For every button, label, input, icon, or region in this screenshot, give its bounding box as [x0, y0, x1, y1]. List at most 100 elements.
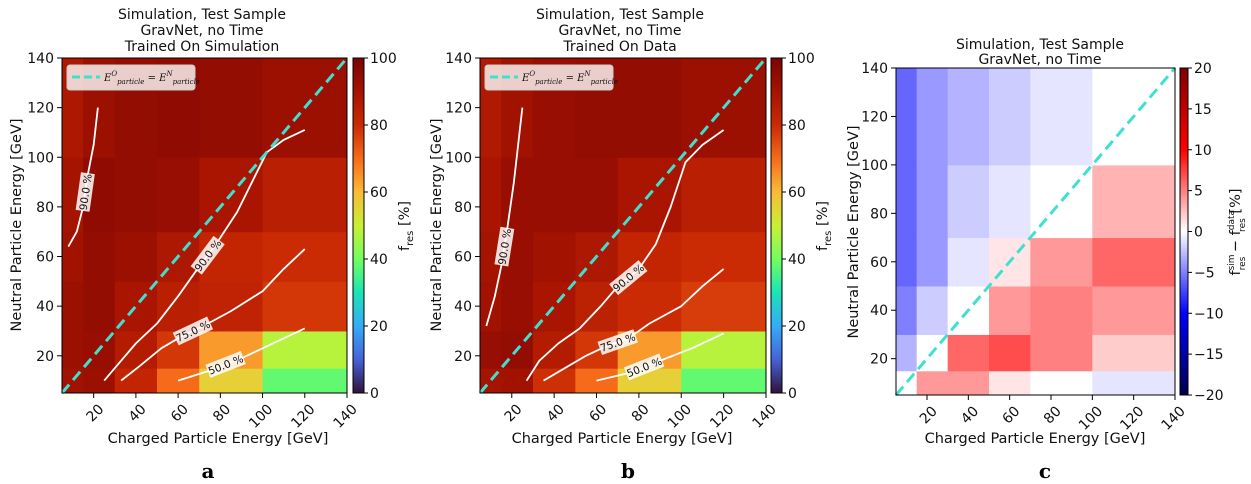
heatmap-cell — [1030, 334, 1093, 372]
y-tick-label: 20 — [454, 349, 472, 365]
diagonal-line — [60, 57, 349, 394]
heatmap-cell — [62, 281, 84, 332]
heatmap-cell — [896, 237, 918, 287]
colorbar-tick-label: 100 — [370, 51, 397, 67]
heatmap-cell — [947, 164, 990, 239]
heatmap-cell — [916, 286, 949, 335]
heatmap-cell — [199, 58, 264, 158]
svg-text:90.0 %: 90.0 % — [78, 173, 95, 211]
colorbar-tick-label: 15 — [1194, 102, 1212, 118]
y-tick-label: 120 — [861, 109, 888, 125]
heatmap-cell — [532, 231, 576, 282]
x-tick-label: 60 — [1000, 403, 1024, 427]
x-tick-label: 40 — [544, 401, 568, 425]
heatmap-cell — [1030, 68, 1093, 166]
heatmap-cell — [480, 330, 502, 369]
x-tick-label: 80 — [629, 401, 653, 425]
panel-a-colorbar-ticks: 0 20 40 60 80 100 — [364, 51, 397, 402]
heatmap-cell — [532, 368, 576, 394]
heatmap-cell — [681, 368, 767, 394]
y-tick-label: 120 — [445, 101, 472, 117]
heatmap-cell — [1092, 237, 1176, 287]
colorbar-tick-label: 60 — [370, 185, 388, 201]
heatmap-cell — [114, 157, 158, 233]
x-tick-label: 80 — [210, 401, 234, 425]
x-tick-label: 140 — [750, 401, 780, 431]
diagonal-line — [894, 67, 1177, 396]
y-tick-label: 40 — [36, 299, 54, 315]
panel-c-title-line2: GravNet, no Time — [978, 52, 1101, 68]
x-tick-label: 140 — [1159, 403, 1189, 433]
x-tick-label: 100 — [665, 401, 695, 431]
heatmap-cell — [157, 157, 200, 233]
y-tick-label: 60 — [36, 250, 54, 266]
contour-label: 90.0 % — [494, 226, 515, 267]
x-tick-label: 60 — [168, 401, 192, 425]
heatmap-cell — [947, 237, 990, 287]
colorbar-tick-label: 10 — [1194, 143, 1212, 159]
heatmap-cell — [83, 368, 116, 394]
y-tick-label: 80 — [870, 206, 888, 222]
panel-b-xlabel: Charged Particle Energy [GeV] — [512, 431, 733, 447]
colorbar-tick-label: 20 — [1194, 61, 1212, 77]
panel-c-colorbar-ticks: −20 −15 −10 −5 0 5 10 15 20 — [1188, 61, 1224, 404]
heatmap-cell — [83, 281, 116, 332]
panel-c-plot-area: 20 40 60 80 100 120 140 20 40 60 80 100 120 140 — [861, 61, 1188, 434]
heatmap-cell — [501, 281, 534, 332]
heatmap-cell — [989, 164, 1031, 239]
colorbar-tick-label: 0 — [788, 386, 797, 402]
panel-a-title-line1: Simulation, Test Sample — [118, 7, 286, 23]
heatmap-cell — [575, 157, 619, 233]
panel-b-title-line1: Simulation, Test Sample — [536, 7, 704, 23]
colorbar-tick-label: 0 — [1194, 225, 1203, 241]
heatmap-cell — [896, 164, 918, 239]
y-tick-label: 100 — [27, 150, 54, 166]
heatmap-cell — [114, 330, 158, 369]
svg-text:90.0 %: 90.0 % — [497, 228, 515, 266]
heatmap-cell — [262, 157, 348, 233]
x-tick-label: 120 — [1117, 403, 1147, 433]
colorbar-tick-label: 5 — [1194, 184, 1203, 200]
panel-a-legend: EOparticle = ENparticle — [66, 64, 200, 91]
contour-line — [485, 107, 524, 327]
panel-b-label: b — [621, 459, 635, 483]
panel-a-ylabel: Neutral Particle Energy [GeV] — [9, 118, 25, 331]
heatmap-cell — [1092, 286, 1176, 335]
colorbar-tick-label: −10 — [1194, 306, 1224, 322]
heatmap-cell — [989, 68, 1031, 166]
heatmap-cell — [532, 157, 576, 233]
heatmap-cell — [262, 330, 348, 369]
y-tick-label: 40 — [454, 299, 472, 315]
heatmap-cell — [532, 330, 576, 369]
heatmap-cell — [947, 334, 990, 372]
plot-frame — [479, 57, 767, 394]
x-tick-label: 20 — [84, 401, 108, 425]
panel-a-label: a — [202, 459, 215, 483]
x-tick-label: 100 — [246, 401, 276, 431]
heatmap-cell — [916, 68, 949, 166]
heatmap-cell — [681, 157, 767, 233]
heatmap-cell — [83, 231, 116, 282]
heatmap-cell — [262, 368, 348, 394]
colorbar-tick-label: −5 — [1194, 265, 1215, 281]
heatmap-cell — [1030, 237, 1093, 287]
panel-c-colorbar — [1179, 67, 1189, 396]
panel-c-xlabel: Charged Particle Energy [GeV] — [925, 431, 1146, 447]
x-tick-label: 40 — [958, 403, 982, 427]
panel-c-label: c — [1039, 459, 1051, 483]
y-tick-label: 40 — [870, 303, 888, 319]
heatmap-cell — [916, 164, 949, 239]
heatmap-cell — [262, 281, 348, 332]
panel-c: Simulation, Test Sample GravNet, no Time… — [846, 37, 1248, 483]
heatmap-cell — [480, 231, 502, 282]
colorbar-tick-label: 0 — [370, 386, 379, 402]
colorbar-tick-label: 60 — [788, 185, 806, 201]
heatmap-cell — [1092, 334, 1176, 372]
heatmap-cell — [989, 286, 1031, 335]
colorbar-tick-label: 20 — [788, 319, 806, 335]
panel-b-colorbar-ticks: 0 20 40 60 80 100 — [782, 51, 815, 402]
y-tick-label: 140 — [445, 51, 472, 67]
y-tick-label: 20 — [870, 352, 888, 368]
panel-b-title-line3: Trained On Data — [562, 39, 676, 55]
